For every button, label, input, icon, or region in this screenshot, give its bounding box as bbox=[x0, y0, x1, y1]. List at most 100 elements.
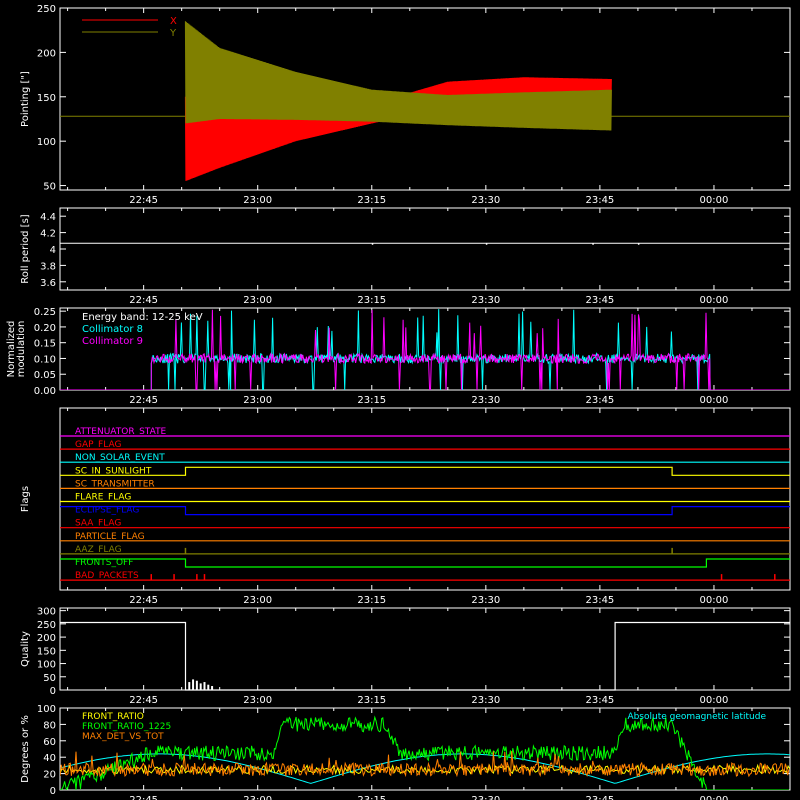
flag-label: SAA_FLAG bbox=[75, 519, 121, 529]
flag-label: SC_TRANSMITTER bbox=[75, 479, 155, 489]
modulation-xtick-label: 23:00 bbox=[243, 395, 272, 406]
front-ratio-legend-2: MAX_DET_VS_TOT bbox=[82, 732, 164, 742]
quality-ytick-label: 300 bbox=[37, 607, 56, 618]
modulation-ylabel: Normalized bbox=[6, 321, 17, 378]
roll-xtick-label: 23:30 bbox=[471, 295, 500, 306]
pointing-legend-label-Y: Y bbox=[169, 28, 177, 39]
modulation-legend-0: Collimator 8 bbox=[82, 324, 143, 335]
quality-ytick-label: 150 bbox=[37, 646, 56, 657]
flag-label: SC_IN_SUNLIGHT bbox=[75, 466, 152, 476]
modulation-xtick-label: 23:30 bbox=[471, 395, 500, 406]
roll-period-glitch bbox=[592, 243, 594, 245]
modulation-traces bbox=[60, 309, 790, 390]
flags-xtick-label: 22:45 bbox=[129, 595, 158, 606]
modulation-ytick-label: 0.15 bbox=[34, 339, 56, 350]
pointing-xtick-label: 23:30 bbox=[471, 195, 500, 206]
flag-trace-SC_IN_SUNLIGHT bbox=[60, 466, 790, 476]
modulation-xtick-label: 23:15 bbox=[357, 395, 386, 406]
modulation-ytick-label: 0.20 bbox=[34, 323, 56, 334]
front-ratio-traces bbox=[60, 715, 790, 790]
roll-xtick-label: 00:00 bbox=[700, 295, 729, 306]
pointing-ytick-label: 200 bbox=[37, 48, 56, 59]
roll-period-glitch bbox=[637, 243, 640, 245]
front_ratio-xtick-label: 22:45 bbox=[129, 795, 158, 800]
flags-frame bbox=[59, 407, 791, 591]
modulation-ytick-label: 0.00 bbox=[34, 386, 56, 397]
flag-label: AAZ_FLAG bbox=[75, 545, 122, 555]
modulation-frame bbox=[59, 307, 791, 391]
modulation-legend-1: Collimator 9 bbox=[82, 336, 143, 347]
front_ratio-xtick-label: 00:00 bbox=[700, 795, 729, 800]
flags-ylabel: Flags bbox=[20, 486, 31, 512]
quality-xtick-label: 23:15 bbox=[357, 695, 386, 706]
quality-xtick-label: 23:45 bbox=[585, 695, 614, 706]
pointing-legend-label-X: X bbox=[170, 16, 177, 27]
roll-xtick-label: 23:45 bbox=[585, 295, 614, 306]
pointing-ytick-label: 50 bbox=[43, 182, 56, 193]
modulation-ytick-label: 0.05 bbox=[34, 370, 56, 381]
flags-xtick-label: 23:15 bbox=[357, 595, 386, 606]
flag-trace-FRONTS_OFF bbox=[60, 558, 790, 568]
quality-trace bbox=[60, 621, 790, 691]
front_ratio-frame bbox=[59, 707, 791, 791]
front_ratio-ytick-label: 20 bbox=[43, 770, 56, 781]
front_ratio-ytick-label: 0 bbox=[50, 786, 56, 797]
flag-trace-ECLIPSE_FLAG bbox=[60, 506, 790, 516]
modulation-ytick-label: 0.25 bbox=[34, 307, 56, 318]
roll-period-glitch bbox=[371, 243, 374, 245]
roll-xtick-label: 23:15 bbox=[357, 295, 386, 306]
flag-label: FRONTS_OFF bbox=[75, 558, 133, 568]
front_ratio-ylabel: Degrees or % bbox=[20, 715, 31, 783]
flag-label: BAD_PACKETS bbox=[75, 571, 139, 581]
pointing-ytick-label: 100 bbox=[37, 137, 56, 148]
pointing-xtick-label: 23:45 bbox=[585, 195, 614, 206]
pointing-traces bbox=[60, 21, 790, 181]
max-det-vs-tot-trace bbox=[60, 751, 790, 778]
geomagnetic-latitude-label: Absolute geomagnetic latitude bbox=[627, 712, 766, 722]
roll-ytick-label: 4.2 bbox=[40, 229, 56, 240]
modulation-xtick-label: 23:45 bbox=[585, 395, 614, 406]
flags-xtick-label: 23:45 bbox=[585, 595, 614, 606]
quality-xtick-label: 23:00 bbox=[243, 695, 272, 706]
quality-ytick-label: 100 bbox=[37, 660, 56, 671]
modulation-xtick-label: 22:45 bbox=[129, 395, 158, 406]
roll-ytick-label: 3.6 bbox=[40, 278, 56, 289]
modulation-series-1 bbox=[150, 309, 711, 390]
front_ratio-xtick-label: 23:15 bbox=[357, 795, 386, 800]
pointing-ytick-label: 250 bbox=[37, 4, 56, 15]
pointing-xtick-label: 00:00 bbox=[700, 195, 729, 206]
front_ratio-xtick-label: 23:30 bbox=[471, 795, 500, 800]
quality-ytick-label: 0 bbox=[50, 686, 56, 697]
quality-ytick-label: 50 bbox=[43, 673, 56, 684]
pointing-ylabel: Pointing ["] bbox=[20, 71, 31, 127]
front_ratio-ytick-label: 40 bbox=[43, 753, 56, 764]
quality-xtick-label: 00:00 bbox=[700, 695, 729, 706]
quality-ylabel: Quality bbox=[20, 631, 31, 667]
quality-ytick-label: 200 bbox=[37, 633, 56, 644]
flag-label: FLARE_FLAG bbox=[75, 493, 131, 503]
roll-xtick-label: 23:00 bbox=[243, 295, 272, 306]
flag-label: PARTICLE_FLAG bbox=[75, 532, 145, 542]
front_ratio-ytick-label: 60 bbox=[43, 737, 56, 748]
flags-xtick-label: 23:30 bbox=[471, 595, 500, 606]
front-ratio-trace bbox=[60, 763, 790, 776]
pointing-xtick-label: 23:15 bbox=[357, 195, 386, 206]
quality-ytick-label: 250 bbox=[37, 620, 56, 631]
flag-label: GAP_FLAG bbox=[75, 440, 121, 450]
front-ratio-1225-trace bbox=[60, 715, 789, 790]
modulation-xtick-label: 00:00 bbox=[700, 395, 729, 406]
roll-xtick-label: 22:45 bbox=[129, 295, 158, 306]
quality-xtick-label: 23:30 bbox=[471, 695, 500, 706]
flags-xtick-label: 23:00 bbox=[243, 595, 272, 606]
roll-ytick-label: 4.4 bbox=[40, 212, 56, 223]
pointing-xtick-label: 23:00 bbox=[243, 195, 272, 206]
modulation-ylabel: modulation bbox=[16, 321, 27, 378]
pointing-xtick-label: 22:45 bbox=[129, 195, 158, 206]
flag-label: ATTENUATOR_STATE bbox=[75, 427, 167, 437]
front_ratio-xtick-label: 23:45 bbox=[585, 795, 614, 800]
front_ratio-ytick-label: 80 bbox=[43, 720, 56, 731]
front-ratio-legend-0: FRONT_RATIO bbox=[82, 712, 144, 722]
modulation-energy-band: Energy band: 12-25 keV bbox=[82, 312, 203, 323]
flags-xtick-label: 00:00 bbox=[700, 595, 729, 606]
